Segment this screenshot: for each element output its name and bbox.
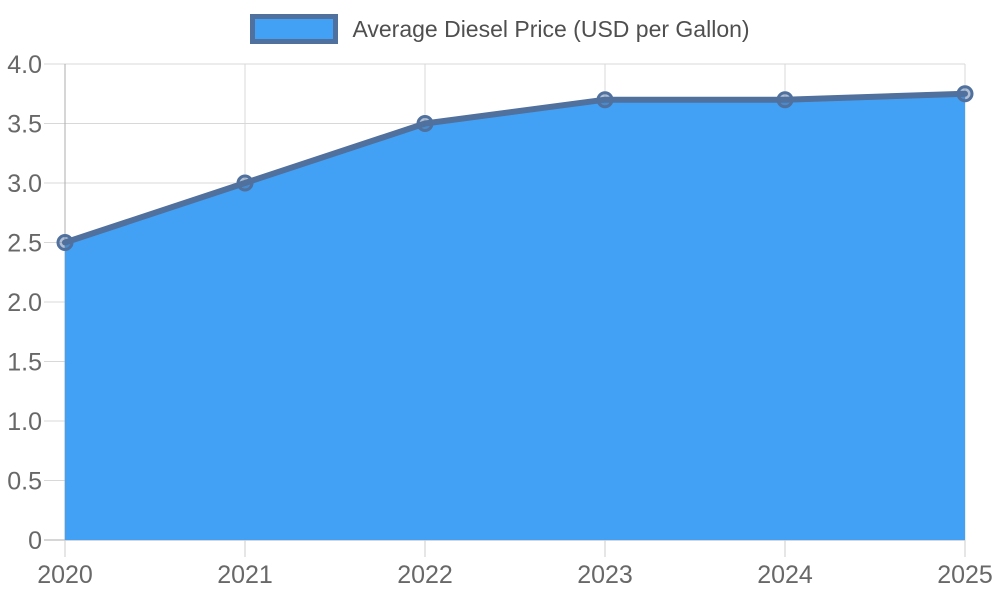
legend-swatch xyxy=(250,14,339,44)
y-tick-label: 3.0 xyxy=(7,170,42,198)
y-tick-label: 1.5 xyxy=(7,349,42,377)
data-point-marker xyxy=(596,91,614,109)
x-tick-label: 2020 xyxy=(37,561,93,589)
y-tick-label: 3.5 xyxy=(7,111,42,139)
y-tick-label: 2.5 xyxy=(7,230,42,258)
data-point-marker xyxy=(416,115,434,132)
legend-item[interactable]: Average Diesel Price (USD per Gallon) xyxy=(250,14,750,44)
data-point-marker xyxy=(236,174,254,192)
series-line xyxy=(62,90,968,246)
data-point-marker xyxy=(956,85,974,103)
x-tick-label: 2021 xyxy=(217,561,273,589)
data-point-marker xyxy=(56,234,74,251)
x-tick-label: 2022 xyxy=(397,561,453,589)
legend: Average Diesel Price (USD per Gallon) xyxy=(0,14,1000,44)
x-tick-label: 2024 xyxy=(757,561,813,589)
x-tick-label: 2023 xyxy=(577,561,633,589)
y-tick-label: 0.5 xyxy=(7,468,42,496)
y-tick-label: 1.0 xyxy=(7,408,42,436)
y-tick-label: 4.0 xyxy=(7,51,42,79)
data-point-marker xyxy=(776,91,794,109)
x-tick-label: 2025 xyxy=(937,561,993,589)
legend-label: Average Diesel Price (USD per Gallon) xyxy=(352,16,750,42)
y-tick-label: 0 xyxy=(28,527,42,555)
y-tick-label: 2.0 xyxy=(7,289,42,317)
area-fill xyxy=(65,93,965,540)
